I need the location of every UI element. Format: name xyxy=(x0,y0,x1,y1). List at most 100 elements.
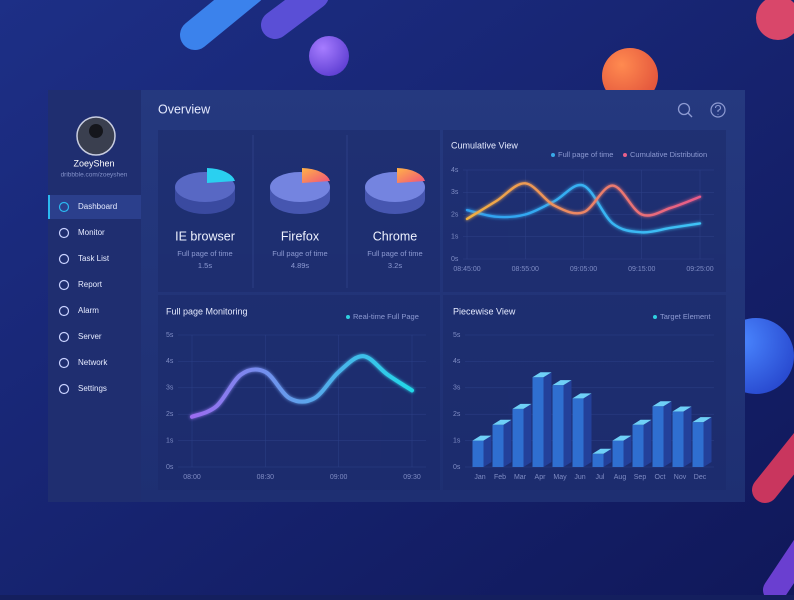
x-tick-label: 08:45:00 xyxy=(453,266,480,273)
bar-top xyxy=(592,448,612,454)
bar-side xyxy=(543,372,552,467)
legend-dot xyxy=(653,315,657,319)
chart-title: Full page Monitoring xyxy=(166,306,248,316)
menu-icon[interactable] xyxy=(58,227,70,239)
card xyxy=(158,295,440,490)
bar-top xyxy=(532,372,552,378)
bar xyxy=(592,453,604,467)
decor xyxy=(309,36,349,76)
bar xyxy=(652,406,664,467)
menu-icon[interactable] xyxy=(58,201,70,213)
bar xyxy=(512,408,524,467)
bar-side xyxy=(623,435,632,467)
pie-wedge xyxy=(302,168,330,183)
menu-item[interactable]: Report xyxy=(78,280,103,289)
bar xyxy=(472,440,484,467)
menu-icon[interactable] xyxy=(58,383,70,395)
menu-icon[interactable] xyxy=(58,357,70,369)
help-icon-mark xyxy=(714,104,722,115)
bar xyxy=(552,385,564,467)
bar-side xyxy=(583,393,592,467)
bar xyxy=(692,422,704,467)
x-tick-label: 08:00 xyxy=(183,474,201,481)
legend-label: Full page of time xyxy=(558,150,613,159)
x-tick-label: Oct xyxy=(655,474,666,481)
menu-item[interactable]: Dashboard xyxy=(78,202,117,211)
x-tick-label: Feb xyxy=(494,474,506,481)
x-tick-label: 08:55:00 xyxy=(512,266,539,273)
x-tick-label: 09:15:00 xyxy=(628,266,655,273)
avatar-head xyxy=(89,124,103,138)
x-tick-label: 09:00 xyxy=(330,474,348,481)
decor xyxy=(180,0,262,50)
page-title: Overview xyxy=(158,102,211,116)
help-icon[interactable] xyxy=(710,102,726,118)
bar-side xyxy=(503,419,512,467)
x-tick-label: Aug xyxy=(614,474,627,481)
bar-top xyxy=(552,380,572,386)
x-tick-label: Jan xyxy=(474,474,485,481)
y-tick-label: 1s xyxy=(451,234,459,241)
x-tick-label: Jun xyxy=(574,474,585,481)
x-tick-label: 09:05:00 xyxy=(570,266,597,273)
menu: Dashboard Monitor Task List Report Alarm Serv… xyxy=(58,201,117,395)
user-name[interactable]: ZoeyShen xyxy=(73,158,114,168)
bar-top xyxy=(512,403,532,409)
menu-item[interactable]: Alarm xyxy=(78,306,99,315)
menu-item[interactable]: Monitor xyxy=(78,228,105,237)
bar-top xyxy=(632,419,652,425)
user-link[interactable]: dribbble.com/zoeyshen xyxy=(61,172,128,179)
y-tick-label: 1s xyxy=(453,437,461,444)
x-tick-label: Dec xyxy=(694,474,707,481)
menu-icon[interactable] xyxy=(58,331,70,343)
pie-wedge xyxy=(397,168,425,183)
bar-top xyxy=(572,393,592,399)
x-tick-label: Nov xyxy=(674,474,687,481)
bar xyxy=(612,440,624,467)
bar-side xyxy=(683,406,692,467)
line xyxy=(465,183,702,234)
browsers: IE browser Full page of time 1.5s Firefox Fu… xyxy=(175,168,425,270)
active-item xyxy=(48,195,141,219)
decor xyxy=(261,0,328,39)
search-icon[interactable] xyxy=(677,102,691,116)
y-tick-label: 0s xyxy=(451,256,459,263)
menu-icon[interactable] xyxy=(58,305,70,317)
x-tick-label: 09:25:00 xyxy=(686,266,713,273)
browser-name: Chrome xyxy=(373,229,418,243)
search-icon-handle xyxy=(687,112,693,118)
bar-top xyxy=(492,419,512,425)
browser-label: Full page of time xyxy=(367,249,422,258)
menu-item[interactable]: Network xyxy=(78,358,108,367)
active-marker xyxy=(48,195,50,219)
browser-name: IE browser xyxy=(175,229,235,243)
menu-item[interactable]: Settings xyxy=(78,384,107,393)
y-tick-label: 3s xyxy=(451,189,459,196)
x-tick-label: 09:30 xyxy=(403,474,421,481)
line xyxy=(190,354,414,419)
chart-title: Piecewise View xyxy=(453,306,516,316)
menu-icon[interactable] xyxy=(58,279,70,291)
legend-label: Target Element xyxy=(660,312,711,321)
bar-top xyxy=(472,435,492,441)
x-tick-label: Mar xyxy=(514,474,527,481)
bar-side xyxy=(703,417,712,467)
charts: Cumulative View Full page of time Cumulati… xyxy=(166,140,714,481)
browser-time: 4.89s xyxy=(291,261,310,270)
bar-top xyxy=(612,435,632,441)
x-tick-label: Jul xyxy=(596,474,605,481)
browser-label: Full page of time xyxy=(272,249,327,258)
y-tick-label: 2s xyxy=(451,211,459,218)
bar-side xyxy=(603,448,612,467)
menu-item[interactable]: Server xyxy=(78,332,102,341)
y-tick-label: 1s xyxy=(166,437,174,444)
menu-item[interactable]: Task List xyxy=(78,254,110,263)
menu-icon[interactable] xyxy=(58,253,70,265)
bar-side xyxy=(483,435,492,467)
x-tick-label: Sep xyxy=(634,474,647,481)
browser-time: 1.5s xyxy=(198,261,212,270)
bar-top xyxy=(652,401,672,407)
bar xyxy=(632,424,644,467)
